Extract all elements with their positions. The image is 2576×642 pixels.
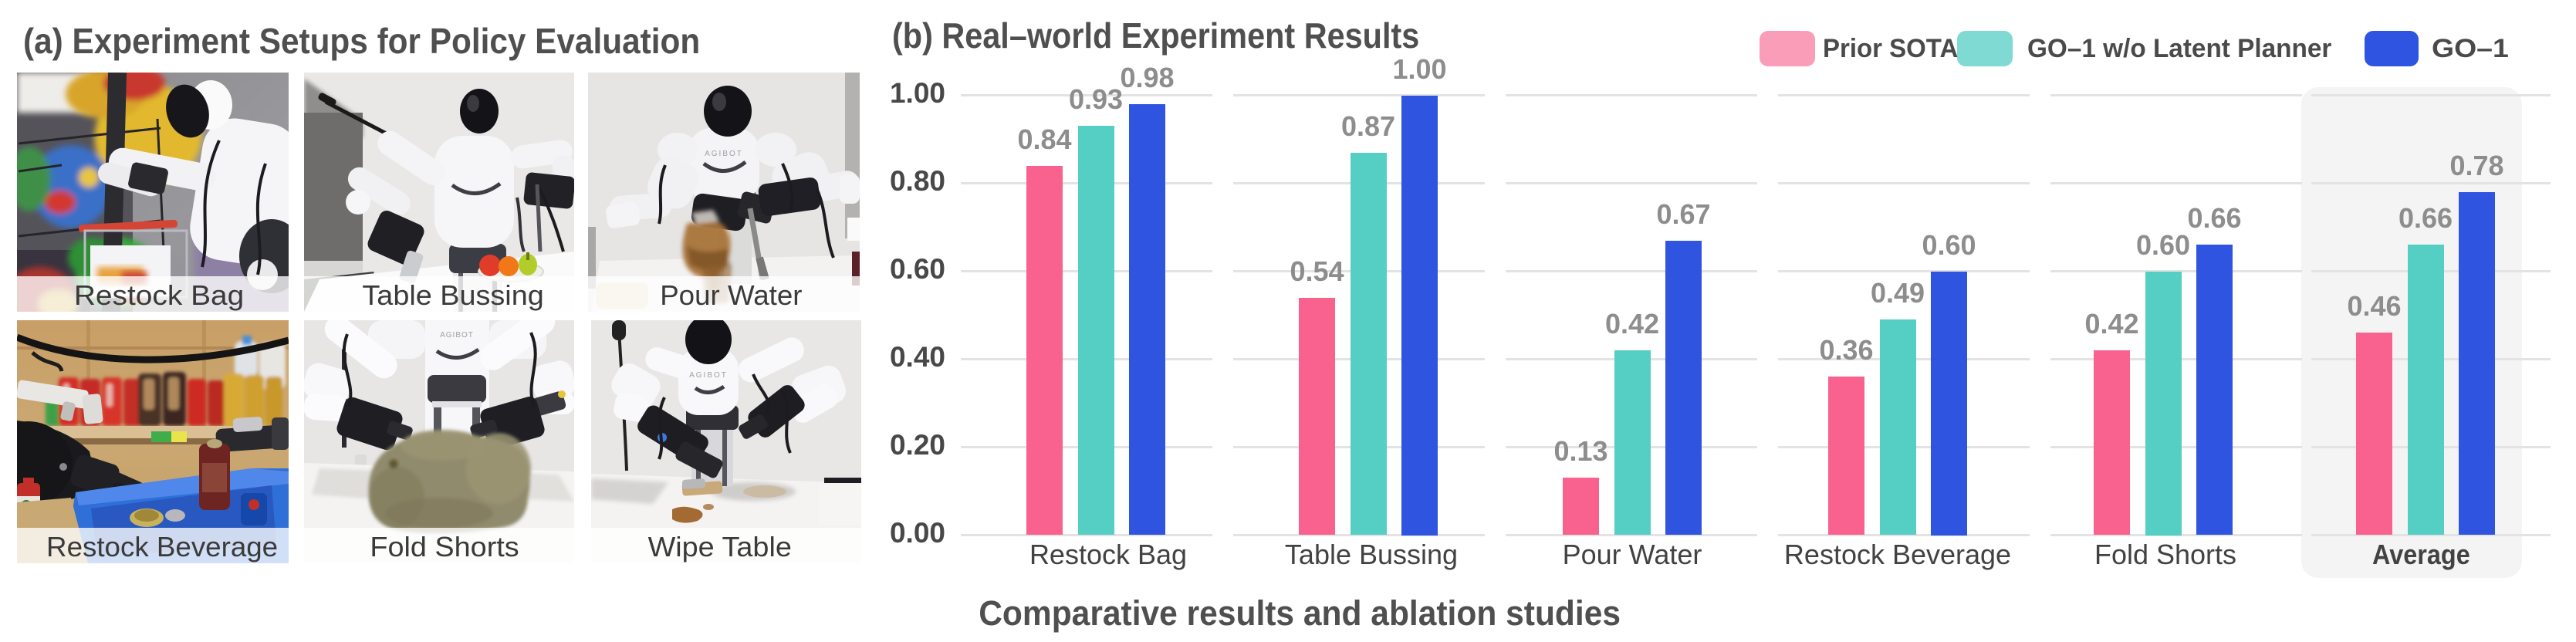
svg-text:AGIBOT: AGIBOT [689, 371, 728, 380]
svg-text:AGIBOT: AGIBOT [705, 150, 743, 158]
svg-text:AGIBOT: AGIBOT [440, 331, 474, 340]
